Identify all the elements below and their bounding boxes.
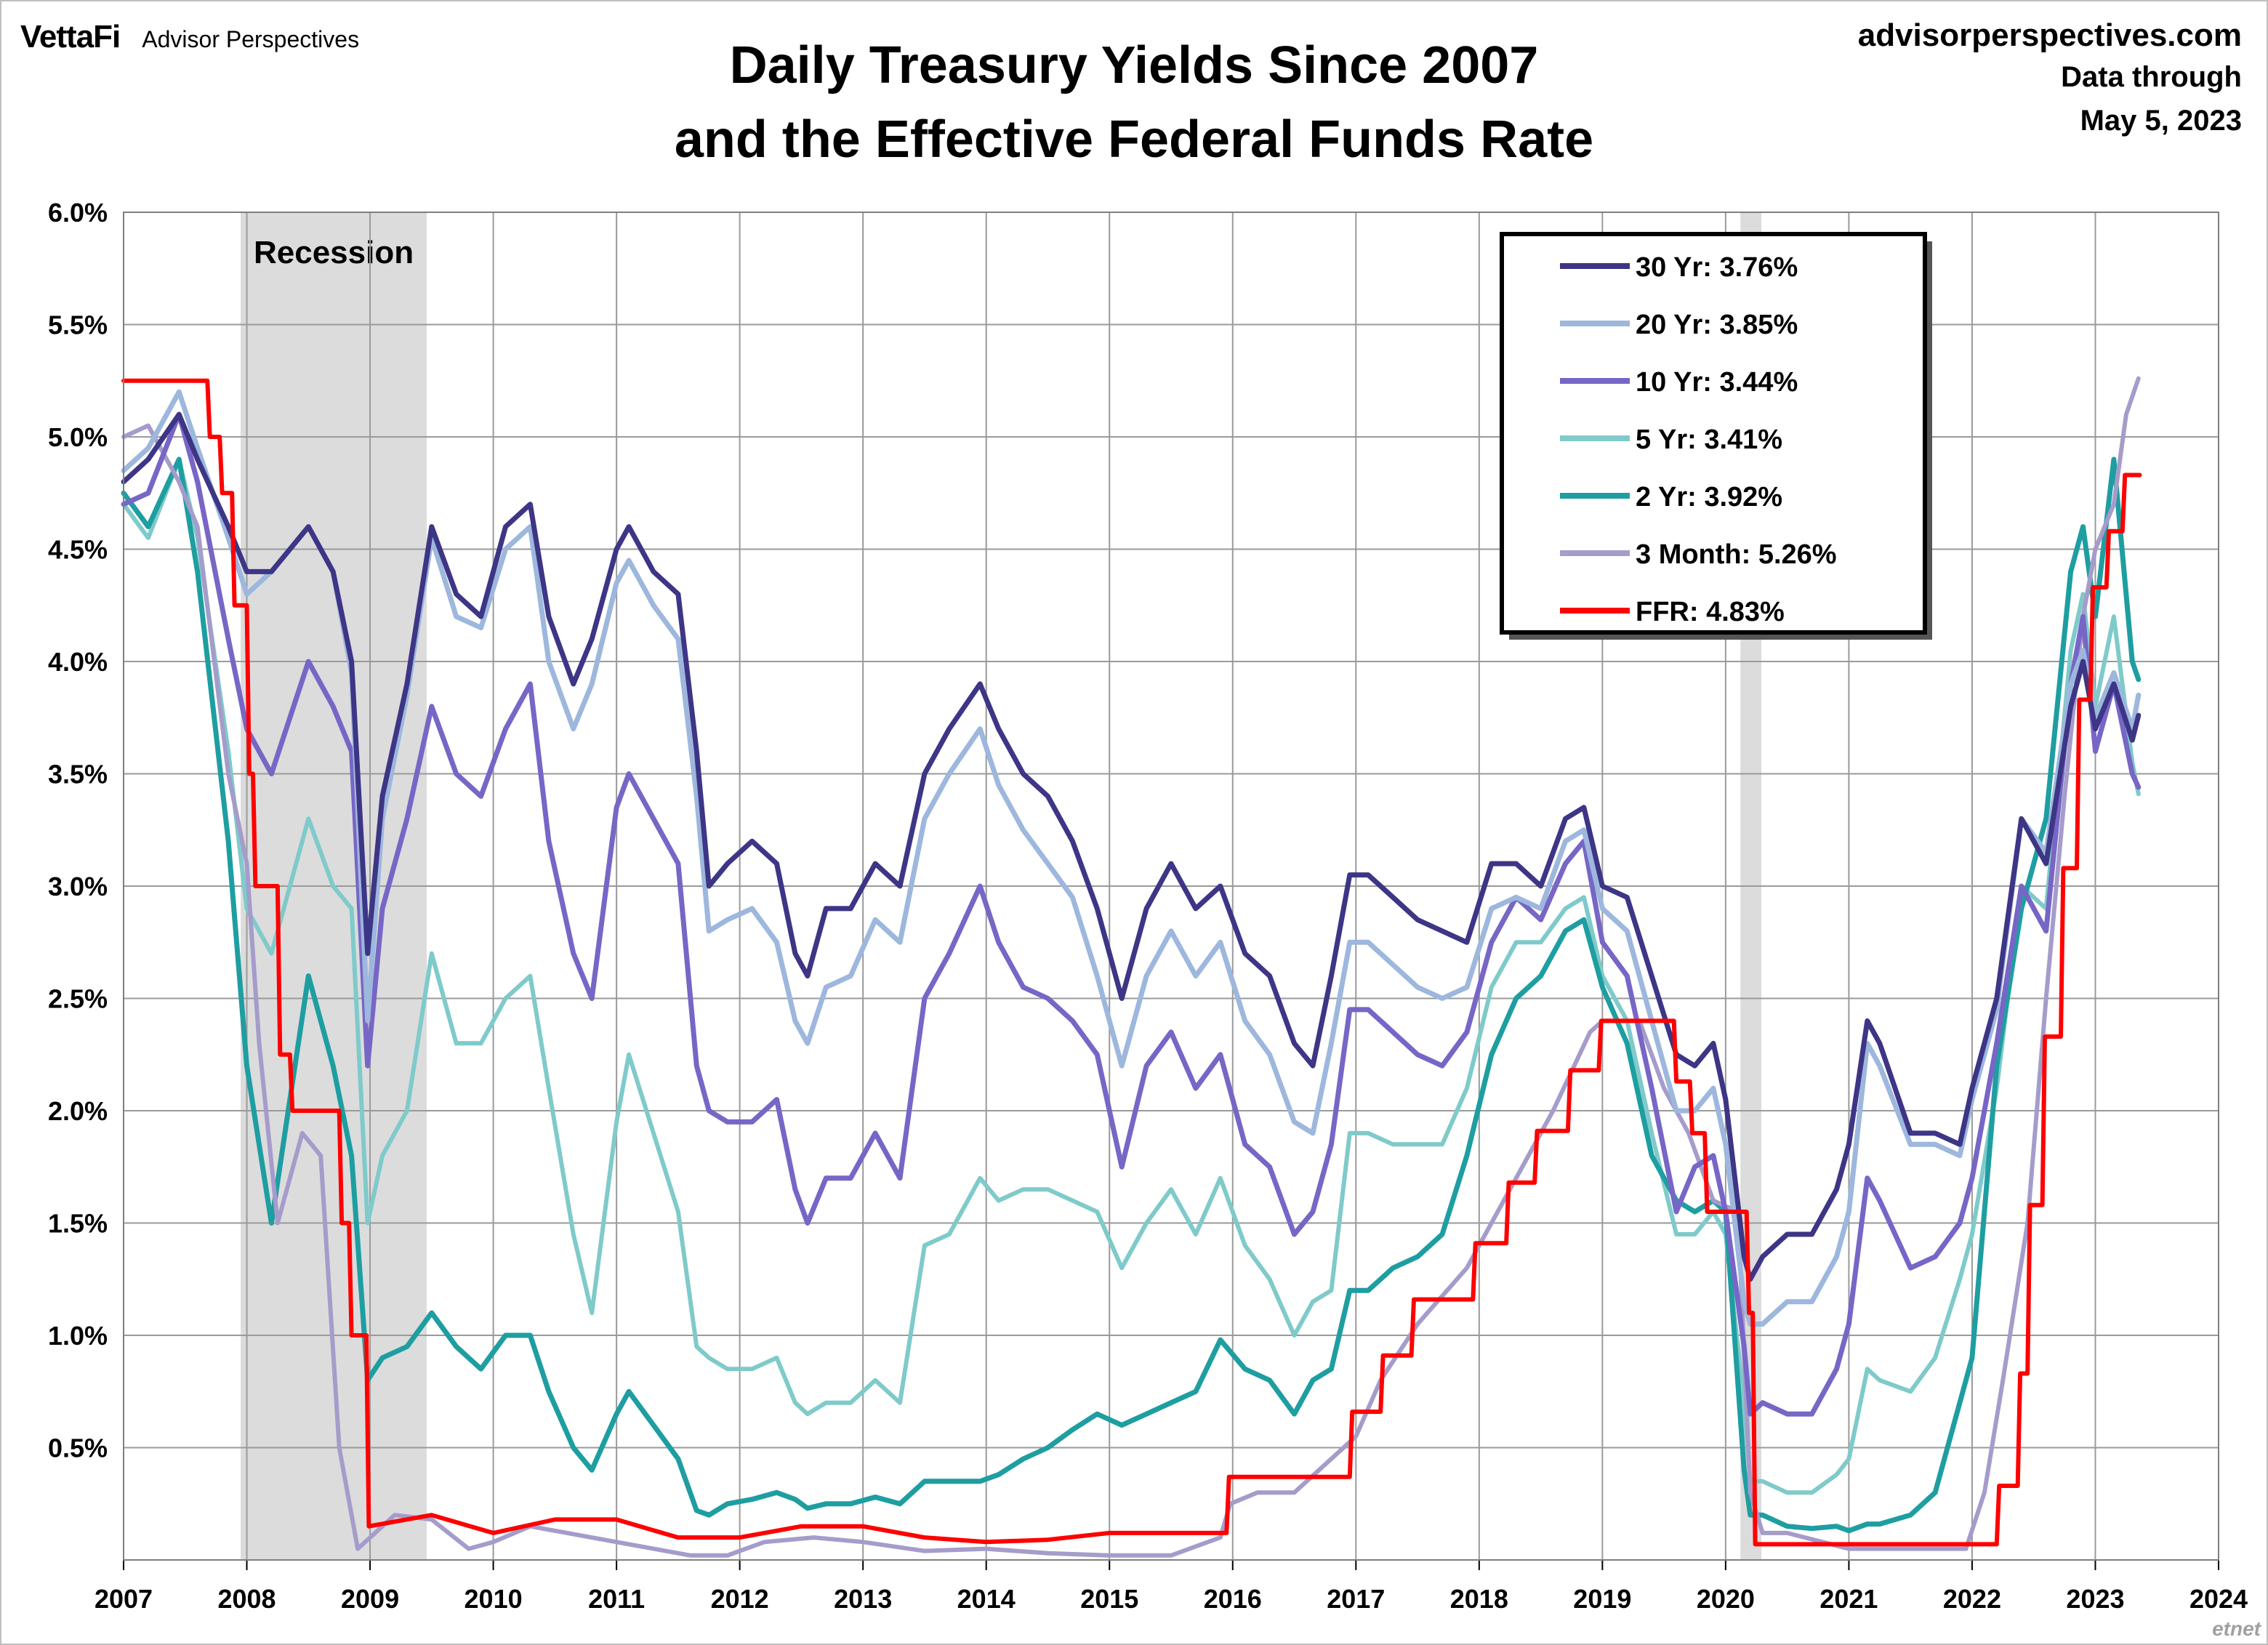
y-tick-label: 5.5% (48, 310, 108, 340)
brand-subtitle: Advisor Perspectives (142, 26, 360, 52)
y-tick-label: 4.5% (48, 535, 108, 565)
legend-box (1500, 232, 1927, 635)
series-line-2 (121, 411, 2142, 1417)
y-tick-label: 2.5% (48, 984, 108, 1014)
y-tick-label: 2.0% (48, 1096, 108, 1126)
x-tick-label: 2008 (217, 1584, 276, 1614)
x-tick-label: 2009 (341, 1584, 399, 1614)
recession-label: Recession (254, 235, 414, 270)
x-tick-label: 2014 (957, 1584, 1016, 1614)
x-tick-label: 2013 (834, 1584, 892, 1614)
data-through-date: May 5, 2023 (2080, 105, 2242, 137)
brand-name: VettaFi (20, 19, 121, 55)
series-lines (121, 376, 2142, 1558)
series-line-3 (121, 457, 2141, 1495)
y-tick-label: 1.5% (48, 1209, 108, 1239)
legend-label: 30 Yr: 3.76% (1636, 252, 1798, 283)
axes: 0.5% 1.0% 1.5% 2.0% 2.5% 3.0% 3.5% 4.0% 4.5% 5.0%… (48, 198, 2248, 1614)
y-tick-label: 5.0% (48, 422, 108, 452)
plot-area-border (123, 212, 2219, 1561)
brand-logo: VettaFi Advisor Perspectives (20, 19, 359, 55)
x-tick-label: 2011 (588, 1584, 645, 1614)
series-line-0 (121, 411, 2142, 1282)
x-tick-label: 2020 (1697, 1584, 1755, 1614)
x-tick-label: 2018 (1450, 1584, 1508, 1614)
y-tick-label: 1.0% (48, 1321, 108, 1351)
series-line-4 (121, 457, 2142, 1534)
legend-label: 5 Yr: 3.41% (1636, 425, 1782, 455)
series-line-6 (121, 378, 2142, 1547)
x-tick-label: 2019 (1573, 1584, 1631, 1614)
x-tick-label: 2023 (2066, 1584, 2124, 1614)
x-tick-label: 2007 (94, 1584, 153, 1614)
chart-title-line1: Daily Treasury Yields Since 2007 (729, 36, 1539, 94)
chart-title-line2: and the Effective Federal Funds Rate (674, 110, 1594, 169)
data-through-label: Data through (2061, 61, 2242, 93)
y-tick-label: 4.0% (48, 647, 108, 677)
legend: 30 Yr: 3.76% 20 Yr: 3.85% 10 Yr: 3.44% 5 Yr… (1500, 232, 1932, 640)
y-tick-label: 3.5% (48, 760, 108, 789)
x-tick-label: 2015 (1080, 1584, 1138, 1614)
x-tick-label: 2012 (711, 1584, 769, 1614)
legend-label: FFR: 4.83% (1636, 597, 1785, 627)
y-tick-label: 6.0% (48, 198, 108, 228)
series-line-1 (121, 389, 2142, 1327)
legend-label: 3 Month: 5.26% (1636, 539, 1837, 570)
legend-label: 10 Yr: 3.44% (1636, 367, 1798, 398)
series-line-5 (121, 376, 2141, 1558)
x-tick-label: 2016 (1204, 1584, 1262, 1614)
x-tick-label: 2021 (1819, 1584, 1878, 1614)
legend-label: 20 Yr: 3.85% (1636, 310, 1798, 340)
watermark: etnet (2212, 1617, 2261, 1640)
x-tick-label: 2010 (465, 1584, 523, 1614)
y-tick-label: 0.5% (48, 1433, 108, 1463)
source-site: advisorperspectives.com (1857, 17, 2242, 53)
legend-label: 2 Yr: 3.92% (1636, 482, 1782, 512)
x-tick-label: 2017 (1327, 1584, 1385, 1614)
x-tick-label: 2024 (2189, 1584, 2248, 1614)
y-tick-label: 3.0% (48, 872, 108, 901)
x-tick-label: 2022 (1943, 1584, 2001, 1614)
